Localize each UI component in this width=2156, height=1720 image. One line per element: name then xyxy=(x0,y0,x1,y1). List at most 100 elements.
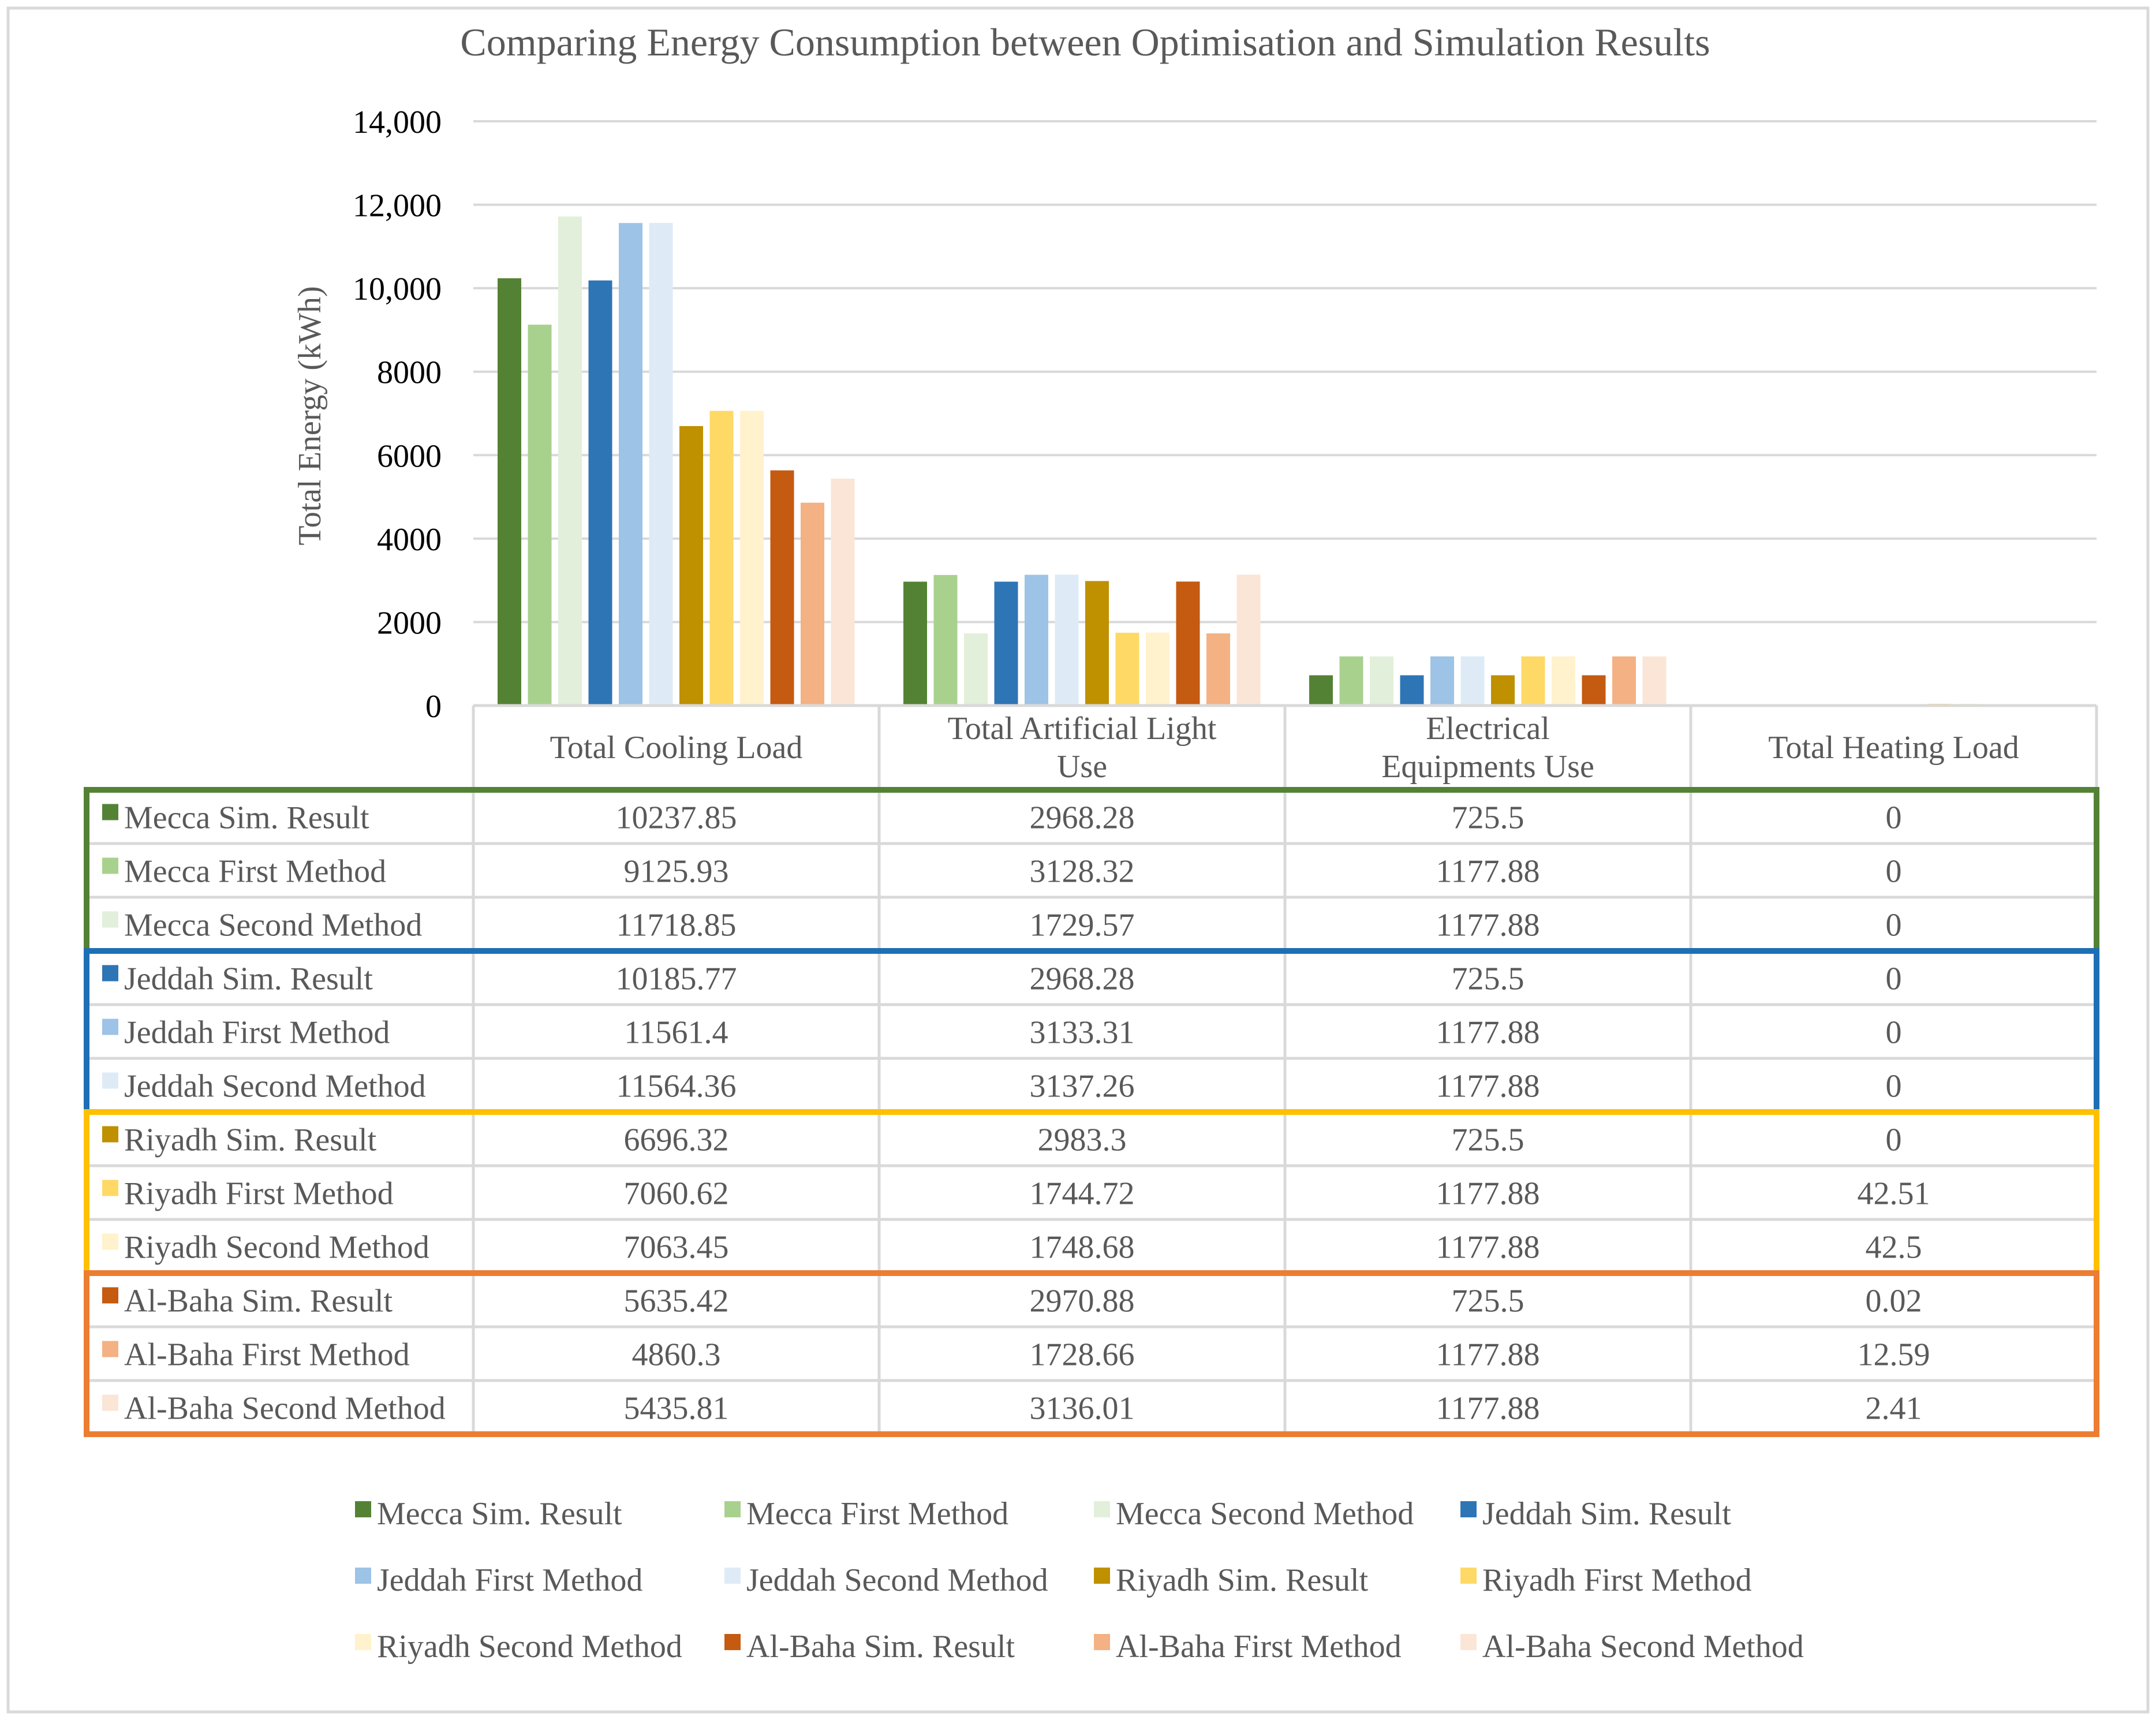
bar xyxy=(1642,656,1666,706)
bar xyxy=(831,479,855,706)
table-cell: 4860.3 xyxy=(632,1337,721,1373)
category-label: Electrical xyxy=(1426,711,1550,747)
legend-label: Mecca First Method xyxy=(746,1496,1008,1532)
legend-key xyxy=(355,1568,371,1584)
row-legend-key xyxy=(102,1394,118,1411)
legend-key xyxy=(355,1634,371,1650)
table-cell: 5635.42 xyxy=(624,1284,729,1319)
bar xyxy=(649,223,673,706)
category-label: Total Cooling Load xyxy=(550,730,803,766)
row-label: Jeddah First Method xyxy=(124,1015,390,1051)
bar xyxy=(588,280,612,706)
bar xyxy=(1176,581,1200,706)
table-cell: 12.59 xyxy=(1858,1337,1930,1373)
bars xyxy=(498,216,2072,706)
table-cell: 1748.68 xyxy=(1030,1230,1135,1266)
table-cell: 1177.88 xyxy=(1436,1391,1540,1427)
table-cell: 725.5 xyxy=(1452,800,1524,836)
bar xyxy=(1491,675,1515,706)
y-tick-label: 2000 xyxy=(377,605,442,641)
table-cell: 2968.28 xyxy=(1030,800,1135,836)
row-label: Jeddah Sim. Result xyxy=(124,961,373,997)
category-label: Equipments Use xyxy=(1381,749,1594,785)
bar xyxy=(1612,656,1636,706)
table-cell: 11561.4 xyxy=(625,1015,728,1051)
row-legend-key xyxy=(102,1180,118,1196)
table-cell: 10185.77 xyxy=(616,961,737,997)
row-legend-key xyxy=(102,911,118,928)
chart-border xyxy=(6,6,2150,1714)
y-tick-label: 6000 xyxy=(377,438,442,474)
table-cell: 0 xyxy=(1886,1122,1902,1158)
bar xyxy=(709,411,734,706)
table-cell: 2970.88 xyxy=(1030,1284,1135,1319)
legend-label: Jeddah Sim. Result xyxy=(1482,1496,1731,1532)
table-cell: 2983.3 xyxy=(1038,1122,1127,1158)
row-label: Riyadh First Method xyxy=(124,1176,394,1212)
table-cell: 9125.93 xyxy=(624,854,729,890)
bar xyxy=(903,581,927,706)
legend-key xyxy=(724,1634,741,1650)
table-cell: 11564.36 xyxy=(616,1069,737,1105)
table-cell: 725.5 xyxy=(1452,1122,1524,1158)
table-cell: 0 xyxy=(1886,854,1902,890)
row-label: Mecca Sim. Result xyxy=(124,800,369,836)
legend-label: Riyadh Second Method xyxy=(377,1629,682,1665)
legend-label: Riyadh First Method xyxy=(1482,1562,1752,1598)
legend-key xyxy=(1460,1568,1477,1584)
legend-key xyxy=(1094,1568,1110,1584)
legend-label: Jeddah First Method xyxy=(377,1562,642,1598)
table-cell: 1177.88 xyxy=(1436,1230,1540,1266)
table-cell: 1177.88 xyxy=(1436,854,1540,890)
bar xyxy=(740,411,764,706)
table-cell: 0.02 xyxy=(1866,1284,1922,1319)
y-tick-label: 8000 xyxy=(377,355,442,391)
legend-label: Mecca Second Method xyxy=(1116,1496,1414,1532)
legend-label: Al-Baha Sim. Result xyxy=(746,1629,1015,1665)
table-cell: 42.5 xyxy=(1866,1230,1922,1266)
table-cell: 2968.28 xyxy=(1030,961,1135,997)
table-cell: 1177.88 xyxy=(1436,1015,1540,1051)
y-tick-label: 0 xyxy=(425,689,442,725)
table-cell: 2.41 xyxy=(1866,1391,1922,1427)
bar xyxy=(1236,574,1261,706)
row-legend-key xyxy=(102,1233,118,1250)
category-label: Total Heating Load xyxy=(1768,730,2019,766)
y-tick-label: 4000 xyxy=(377,522,442,558)
row-legend-key xyxy=(102,1072,118,1089)
row-legend-key xyxy=(102,1341,118,1357)
category-label: Use xyxy=(1057,749,1107,785)
table-cell: 0 xyxy=(1886,908,1902,943)
table-cell: 1177.88 xyxy=(1436,1176,1540,1212)
bar xyxy=(1309,675,1333,706)
table-cell: 11718.85 xyxy=(616,908,737,943)
bar xyxy=(1430,656,1454,706)
row-label: Riyadh Second Method xyxy=(124,1230,429,1266)
legend: Mecca Sim. Result Mecca First Method Mecca… xyxy=(355,1496,1804,1665)
bar xyxy=(1370,656,1393,706)
row-label: Al-Baha Sim. Result xyxy=(124,1284,393,1319)
bar xyxy=(933,574,958,706)
legend-key xyxy=(724,1501,741,1517)
table-cell: 10237.85 xyxy=(616,800,737,836)
bar xyxy=(679,426,703,706)
legend-label: Al-Baha Second Method xyxy=(1482,1629,1804,1665)
legend-key xyxy=(1094,1634,1110,1650)
bar xyxy=(1055,574,1079,706)
bar xyxy=(801,502,824,706)
bar xyxy=(1582,675,1606,706)
table-cell: 0 xyxy=(1886,961,1902,997)
table-cell: 3137.26 xyxy=(1030,1069,1135,1105)
table-cell: 1177.88 xyxy=(1436,1337,1540,1373)
bar xyxy=(558,216,582,706)
legend-key xyxy=(724,1568,741,1584)
bar xyxy=(498,278,521,706)
table-cell: 42.51 xyxy=(1858,1176,1930,1212)
bar xyxy=(964,633,988,706)
y-tick-label: 12,000 xyxy=(353,188,442,224)
legend-key xyxy=(1094,1501,1110,1517)
table-cell: 0 xyxy=(1886,1069,1902,1105)
legend-label: Riyadh Sim. Result xyxy=(1116,1562,1369,1598)
row-legend-key xyxy=(102,804,118,820)
y-axis-ticks: 0 2000 4000 6000 8000 10,000 12,000 14,000 xyxy=(353,105,442,725)
